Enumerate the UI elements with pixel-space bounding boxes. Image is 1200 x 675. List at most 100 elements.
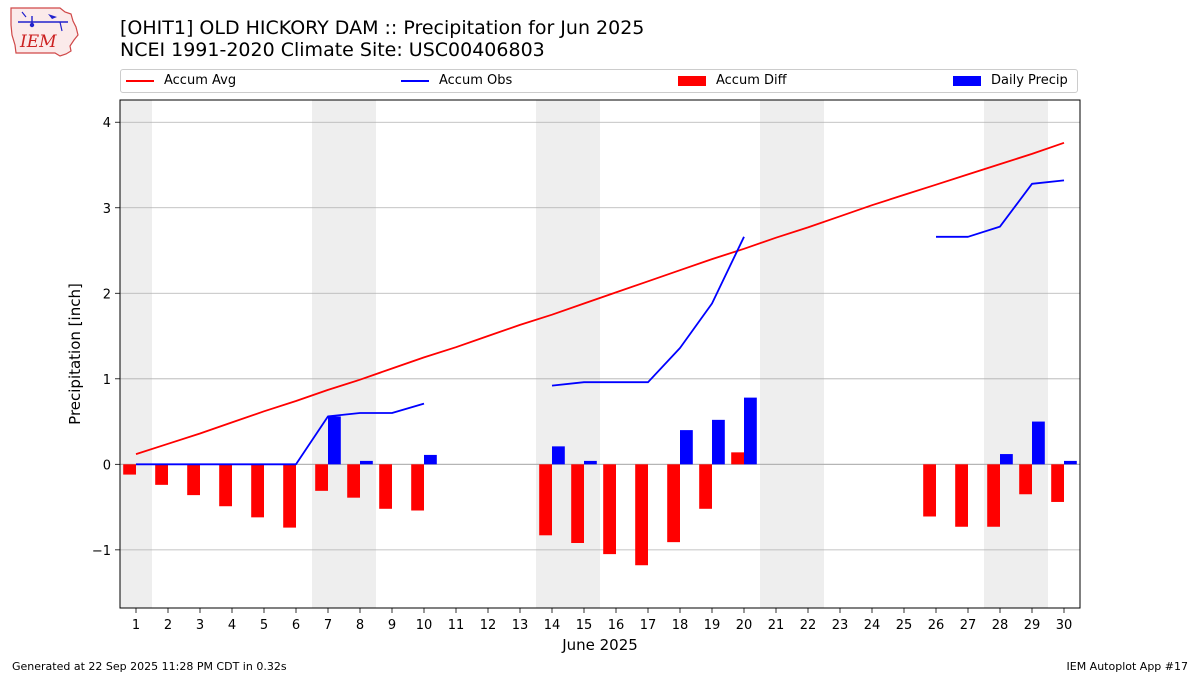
weekend-band-28 [984, 100, 1016, 608]
x-tick-label: 18 [672, 618, 689, 633]
y-tick-label: 3 [103, 202, 111, 217]
bar-accum-diff-day-5 [251, 464, 264, 518]
x-tick-label: 30 [1056, 618, 1073, 633]
x-tick-label: 22 [800, 618, 817, 633]
legend-swatch-accum-avg [126, 79, 154, 82]
generated-note: Generated at 22 Sep 2025 11:28 PM CDT in… [12, 660, 287, 673]
x-tick-label: 9 [388, 618, 396, 633]
x-tick-label: 10 [416, 618, 433, 633]
x-tick-label: 15 [576, 618, 593, 633]
bar-daily-precip-day-29 [1032, 421, 1045, 465]
bar-accum-diff-day-18 [667, 464, 680, 543]
bar-daily-precip-day-20 [744, 397, 757, 465]
legend-swatch-accum-diff [678, 75, 706, 86]
weekend-band-21 [760, 100, 792, 608]
bar-accum-diff-day-30 [1051, 464, 1064, 502]
bar-accum-diff-day-10 [411, 464, 424, 511]
x-tick-label: 27 [960, 618, 977, 633]
bar-accum-diff-day-29 [1019, 464, 1032, 495]
chart-title: [OHIT1] OLD HICKORY DAM :: Precipitation… [120, 17, 645, 39]
x-tick-label: 2 [164, 618, 172, 633]
bar-accum-diff-day-6 [283, 464, 296, 528]
bar-daily-precip-day-8 [360, 460, 373, 465]
bar-daily-precip-day-7 [328, 416, 341, 465]
x-tick-label: 23 [832, 618, 849, 633]
x-tick-label: 3 [196, 618, 204, 633]
y-ticks: −1 0 1 2 3 4 [92, 116, 120, 559]
legend-item-accum-avg: Accum Avg [126, 73, 236, 88]
x-tick-label: 5 [260, 618, 268, 633]
bar-daily-precip-day-30 [1064, 460, 1077, 465]
bar-accum-diff-day-16 [603, 464, 616, 555]
logo-text: IEM [19, 32, 57, 52]
plot-frame [119, 99, 1081, 609]
x-tick-label: 19 [704, 618, 721, 633]
legend-label-accum-obs: Accum Obs [439, 73, 513, 88]
legend-item-accum-diff: Accum Diff [678, 73, 787, 88]
y-tick-label: 4 [103, 116, 111, 131]
bar-accum-diff-day-8 [347, 464, 360, 498]
line-accum-avg-seg-0 [135, 141, 1065, 455]
line-accum-obs-seg-0 [136, 402, 425, 466]
x-tick-label: 4 [228, 618, 236, 633]
x-tick-label: 13 [512, 618, 529, 633]
bar-daily-precip-day-14 [552, 446, 565, 465]
weekend-band-7 [312, 100, 344, 608]
bar-accum-diff-day-20 [731, 452, 744, 465]
weekend-band-1 [120, 100, 152, 608]
x-tick-label: 16 [608, 618, 625, 633]
bar-accum-diff-day-14 [539, 464, 552, 536]
legend-label-accum-diff: Accum Diff [716, 73, 787, 88]
weekend-band-29 [1016, 100, 1048, 608]
bar-daily-precip-day-10 [424, 454, 437, 465]
bar-accum-diff-day-19 [699, 464, 712, 509]
bar-accum-diff-day-9 [379, 464, 392, 509]
bar-daily-precip-day-19 [712, 419, 725, 465]
bar-accum-diff-day-28 [987, 464, 1000, 527]
legend-swatch-accum-obs [401, 79, 429, 82]
x-tick-label: 20 [736, 618, 753, 633]
y-axis-label: Precipitation [inch] [66, 283, 84, 425]
grid-lines [120, 121, 1080, 551]
legend-swatch-daily-precip [953, 75, 981, 86]
bar-accum-diff-day-2 [155, 464, 168, 485]
line-accum-obs-seg-2 [936, 179, 1065, 238]
x-ticks: 1 2 3 4 5 6 7 8 9 10 11 12 13 14 15 16 17 18 19 20 21 22 23 24 2… [132, 608, 1072, 633]
legend-item-daily-precip: Daily Precip [953, 73, 1068, 88]
weekend-band-14 [536, 100, 568, 608]
x-tick-label: 6 [292, 618, 300, 633]
x-tick-label: 21 [768, 618, 785, 633]
x-tick-label: 24 [864, 618, 881, 633]
x-tick-label: 12 [480, 618, 497, 633]
daily-precip-bars [328, 397, 1077, 465]
x-tick-label: 11 [448, 618, 465, 633]
bar-accum-diff-day-15 [571, 464, 584, 544]
x-tick-label: 28 [992, 618, 1009, 633]
weekend-band-15 [568, 100, 600, 608]
bar-accum-diff-day-4 [219, 464, 232, 507]
y-tick-label: 1 [103, 373, 111, 388]
bar-accum-diff-day-1 [123, 464, 136, 475]
legend-label-daily-precip: Daily Precip [991, 73, 1068, 88]
bar-accum-diff-day-3 [187, 464, 200, 496]
x-tick-label: 8 [356, 618, 364, 633]
chart-subtitle: NCEI 1991-2020 Climate Site: USC00406803 [120, 39, 545, 61]
legend-label-accum-avg: Accum Avg [164, 73, 237, 88]
legend-item-accum-obs: Accum Obs [401, 73, 512, 88]
bar-daily-precip-day-28 [1000, 454, 1013, 465]
bar-daily-precip-day-18 [680, 430, 693, 465]
y-tick-label: −1 [92, 544, 111, 559]
x-tick-label: 26 [928, 618, 945, 633]
x-tick-label: 7 [324, 618, 332, 633]
y-tick-label: 0 [103, 458, 111, 473]
weekend-band-8 [344, 100, 376, 608]
line-accum-obs-seg-1 [551, 236, 745, 387]
accum-diff-bars [123, 452, 1064, 566]
weekend-band-22 [792, 100, 824, 608]
x-tick-label: 25 [896, 618, 913, 633]
bar-accum-diff-day-7 [315, 464, 328, 491]
x-tick-label: 29 [1024, 618, 1041, 633]
bar-accum-diff-day-27 [955, 464, 968, 527]
y-tick-label: 2 [103, 287, 111, 302]
